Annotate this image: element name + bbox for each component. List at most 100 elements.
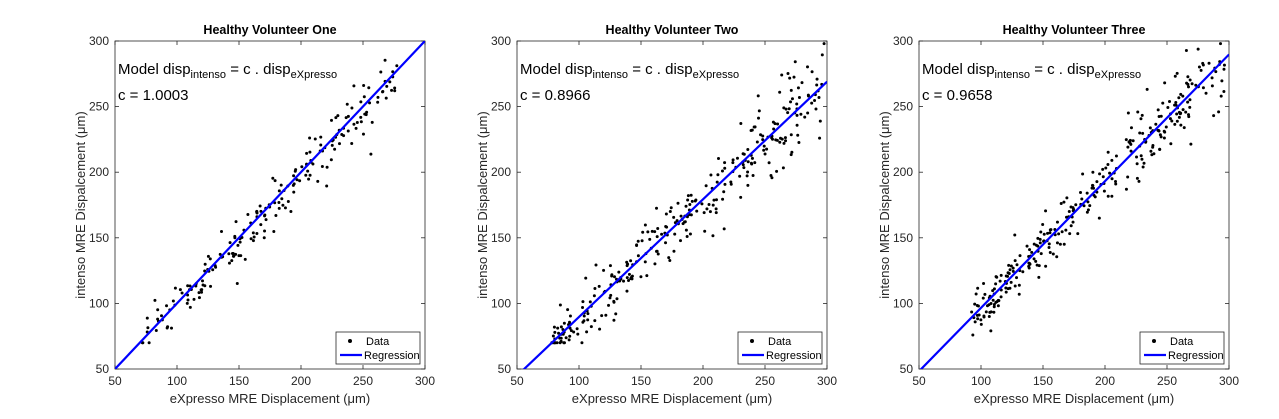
- x-tick-label: 250: [755, 374, 775, 388]
- data-point: [996, 304, 1000, 308]
- data-point: [650, 229, 654, 233]
- data-point: [1090, 186, 1094, 190]
- x-tick-label: 300: [817, 374, 837, 388]
- legend-label-data: Data: [1170, 336, 1194, 348]
- data-point: [593, 319, 597, 323]
- data-point: [283, 206, 287, 210]
- data-point: [653, 230, 657, 234]
- data-point: [160, 314, 164, 318]
- data-point: [1095, 180, 1099, 184]
- data-point: [820, 53, 824, 57]
- data-point: [581, 320, 585, 324]
- data-point: [688, 203, 692, 207]
- data-point: [231, 254, 235, 258]
- y-tick-label: 200: [893, 165, 913, 179]
- data-point: [1110, 194, 1114, 198]
- data-point: [1081, 172, 1085, 176]
- y-tick-label: 100: [491, 296, 511, 310]
- scatter-panel-3: 50 100 150 200 250 300 50 100 150 200 250 300 Health…: [877, 23, 1239, 406]
- data-point: [656, 227, 660, 230]
- data-point: [995, 275, 999, 279]
- data-point: [998, 279, 1002, 283]
- data-point: [615, 297, 619, 301]
- scatter-panel-1: 50 100 150 200 250 300 50 100 150 200 250 300 Health…: [73, 23, 435, 406]
- data-point: [999, 273, 1003, 277]
- data-point: [810, 101, 814, 105]
- data-point: [1141, 131, 1145, 135]
- data-point: [1057, 232, 1061, 236]
- data-point: [186, 298, 190, 302]
- data-point: [291, 183, 295, 187]
- data-point: [602, 268, 606, 272]
- legend-box: [1139, 331, 1225, 365]
- data-point: [1074, 203, 1078, 207]
- data-point: [1085, 191, 1089, 195]
- data-point: [1086, 200, 1090, 204]
- data-point: [370, 120, 374, 124]
- data-point: [1161, 101, 1165, 105]
- data-point: [1015, 263, 1019, 267]
- data-point: [1124, 187, 1128, 191]
- x-tick-label: 100: [569, 374, 589, 388]
- data-point: [617, 270, 621, 274]
- data-point: [1015, 276, 1019, 280]
- data-point: [1091, 184, 1095, 188]
- data-point: [735, 156, 739, 160]
- data-point: [218, 252, 222, 256]
- data-point: [773, 122, 777, 126]
- data-point: [286, 200, 290, 204]
- data-point: [368, 101, 372, 105]
- data-point: [1055, 255, 1059, 259]
- data-point: [236, 243, 240, 247]
- data-point: [643, 260, 647, 264]
- data-point: [1048, 228, 1052, 232]
- data-point: [789, 100, 793, 104]
- data-point: [1106, 150, 1110, 154]
- y-tick-label: 200: [491, 165, 511, 179]
- data-point: [1114, 154, 1118, 158]
- data-point: [1101, 175, 1105, 179]
- data-point: [1184, 49, 1188, 53]
- data-point: [1011, 266, 1015, 270]
- x-tick-label: 100: [971, 374, 991, 388]
- data-point: [228, 241, 232, 245]
- data-point: [667, 256, 671, 260]
- data-point: [381, 90, 385, 94]
- data-point: [313, 137, 317, 141]
- data-point: [146, 326, 150, 330]
- data-point: [1048, 251, 1052, 255]
- data-point: [1004, 286, 1008, 290]
- data-point: [789, 153, 793, 157]
- data-point: [781, 166, 785, 170]
- data-point: [723, 182, 727, 186]
- data-point: [795, 123, 799, 127]
- data-point: [393, 89, 397, 93]
- data-point: [201, 279, 204, 283]
- data-point: [1079, 191, 1083, 195]
- data-point: [709, 173, 713, 177]
- data-point: [989, 301, 993, 305]
- data-point: [995, 300, 999, 304]
- data-point: [361, 132, 365, 136]
- x-tick-label: 300: [1219, 374, 1239, 388]
- data-point: [625, 289, 629, 293]
- data-point: [200, 290, 204, 294]
- data-point: [992, 303, 996, 307]
- data-point: [655, 235, 659, 239]
- data-point: [675, 219, 679, 223]
- data-point: [815, 83, 819, 87]
- data-point: [1159, 114, 1163, 118]
- data-point: [711, 234, 715, 238]
- data-point: [362, 95, 366, 99]
- data-point: [1082, 204, 1086, 208]
- data-point: [1181, 94, 1185, 98]
- data-point: [369, 152, 373, 156]
- data-point: [1007, 263, 1011, 267]
- data-point: [1086, 208, 1090, 212]
- y-tick-label: 150: [893, 231, 913, 245]
- data-point: [329, 118, 333, 122]
- y-tick-label: 100: [89, 296, 109, 310]
- legend-box: [737, 331, 823, 365]
- data-point: [786, 111, 790, 115]
- data-point: [1039, 230, 1043, 234]
